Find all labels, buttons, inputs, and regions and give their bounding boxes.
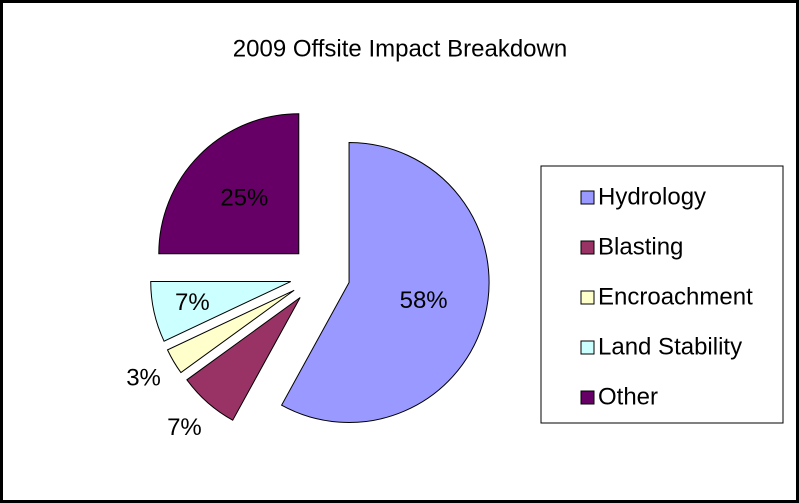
- legend-label: Encroachment: [598, 283, 753, 310]
- data-label: 58%: [400, 287, 448, 314]
- pie-slice: [150, 281, 291, 342]
- legend-label: Hydrology: [598, 183, 706, 210]
- legend-swatch: [580, 240, 595, 255]
- data-label: 7%: [167, 414, 202, 441]
- legend-label: Other: [598, 383, 658, 410]
- data-label: 25%: [220, 185, 268, 212]
- legend-swatch: [580, 290, 595, 305]
- legend-label: Blasting: [598, 233, 683, 260]
- legend-swatch: [580, 390, 595, 405]
- pie-slice: [186, 297, 301, 421]
- pie-slice: [158, 113, 300, 255]
- legend-label: Land Stability: [598, 333, 742, 360]
- pie-slice: [280, 141, 490, 423]
- chart-title: 2009 Offsite Impact Breakdown: [233, 35, 567, 62]
- legend-swatch: [580, 340, 595, 355]
- data-label: 3%: [126, 365, 161, 392]
- data-label: 7%: [175, 289, 210, 316]
- pie-slice: [166, 289, 295, 374]
- legend-swatch: [580, 190, 595, 205]
